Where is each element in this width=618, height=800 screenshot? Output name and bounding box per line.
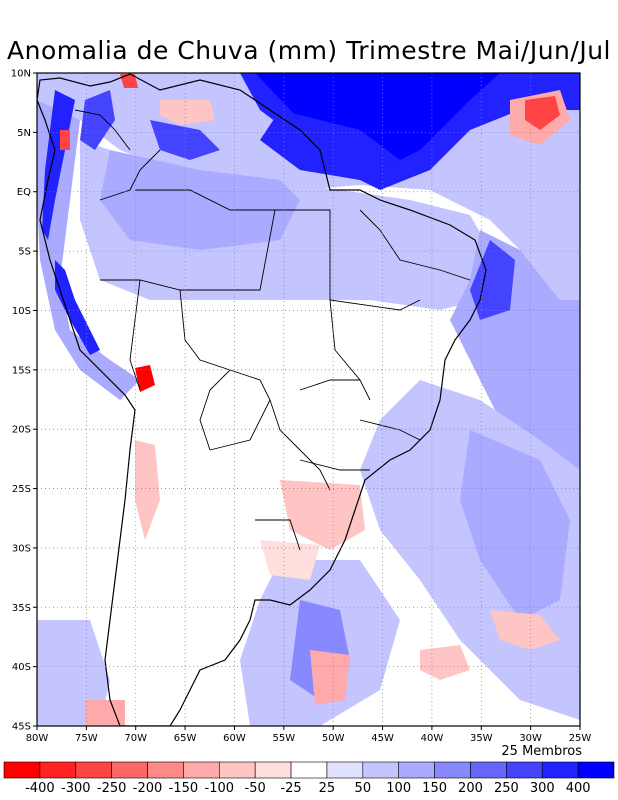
colorbar-label: -400 xyxy=(25,781,55,796)
anomaly-field-tierra-fuego-neg xyxy=(85,700,125,726)
lat-tick-label: EQ xyxy=(17,187,31,198)
colorbar-swatch xyxy=(434,761,471,779)
lon-tick-label: 80W xyxy=(26,733,49,744)
colorbar-swatch xyxy=(147,761,184,779)
colorbar-swatch xyxy=(541,761,579,779)
colorbar-swatch xyxy=(470,761,507,779)
anomaly-field-argentina-neg xyxy=(310,650,350,705)
lat-tick-label: 35S xyxy=(12,603,31,614)
lat-tick-label: 40S xyxy=(12,662,31,673)
graticule xyxy=(37,73,580,726)
colorbar: -400 -300 -250 -200 -150 -100 -50 -25 25 50 100 150… xyxy=(3,761,615,796)
lon-tick-label: 40W xyxy=(421,733,444,744)
anomaly-field-south-brazil-neg xyxy=(280,480,365,550)
colorbar-label: 50 xyxy=(355,781,372,796)
colorbar-label: 25 xyxy=(319,781,336,796)
lat-tick-label: 45S xyxy=(12,722,31,733)
colorbar-swatch xyxy=(577,761,615,779)
coastline xyxy=(37,73,487,726)
lat-tick-label: 10N xyxy=(11,69,31,80)
lon-tick-label: 65W xyxy=(174,733,197,744)
lat-tick-label: 5N xyxy=(17,128,31,139)
anomaly-field-northwest-strong xyxy=(150,120,220,160)
members-note: 25 Membros xyxy=(501,744,582,759)
lon-tick-label: 45W xyxy=(371,733,394,744)
colorbar-label: 100 xyxy=(386,781,411,796)
colorbar-swatch xyxy=(183,761,220,779)
colorbar-label: 300 xyxy=(530,781,555,796)
map-title: Anomalia de Chuva (mm) Trimestre Mai/Jun… xyxy=(7,36,611,65)
lon-tick-label: 75W xyxy=(75,733,98,744)
colorbar-label: -50 xyxy=(245,781,266,796)
lat-tick-label: 25S xyxy=(12,484,31,495)
anomaly-field-south-atlantic-inner xyxy=(460,430,570,620)
map-frame xyxy=(36,72,581,727)
colorbar-swatch xyxy=(254,761,292,779)
colorbar-label: 400 xyxy=(566,781,591,796)
colorbar-label: 200 xyxy=(458,781,483,796)
colorbar-swatch xyxy=(39,761,77,779)
colorbar-label: -100 xyxy=(205,781,235,796)
colorbar-label: -25 xyxy=(280,781,301,796)
colorbar-swatch xyxy=(362,761,400,779)
country-borders xyxy=(74,109,471,551)
lon-tick-label: 55W xyxy=(273,733,296,744)
anomaly-field-east-coast-inner xyxy=(470,240,515,320)
anomaly-field-uruguay-neg xyxy=(260,540,320,580)
colorbar-swatch xyxy=(290,761,328,779)
colorbar-swatch xyxy=(3,761,41,779)
lat-tick-label: 5S xyxy=(18,247,31,258)
colorbar-swatch xyxy=(398,761,435,779)
lon-tick-label: 60W xyxy=(223,733,246,744)
colorbar-swatch xyxy=(111,761,148,779)
lat-tick-label: 15S xyxy=(12,365,31,376)
lat-tick-label: 30S xyxy=(12,543,31,554)
anomaly-field-south-atlantic-neg xyxy=(490,610,560,650)
lon-tick-label: 50W xyxy=(322,733,345,744)
anomaly-field-peru-neg xyxy=(135,365,155,392)
colorbar-swatch xyxy=(326,761,364,779)
lon-tick-label: 35W xyxy=(470,733,493,744)
colorbar-label: -150 xyxy=(169,781,199,796)
anomaly-field-andes-strong xyxy=(55,260,100,355)
lon-tick-label: 25W xyxy=(569,733,592,744)
colorbar-label: -300 xyxy=(61,781,91,796)
anomaly-field-atlantic-deep xyxy=(255,73,500,170)
lat-tick-label: 20S xyxy=(12,425,31,436)
lon-tick-label: 30W xyxy=(519,733,542,744)
anomaly-field-colombia-strong xyxy=(80,90,115,150)
latitude-axis: 10N 5N EQ 5S 10S 15S 20S 25S 30S 35S 40S 45S xyxy=(11,69,37,733)
anomaly-field-southwest xyxy=(37,620,110,726)
lat-tick-label: 10S xyxy=(12,306,31,317)
anomaly-field-guyana-strong xyxy=(260,110,400,180)
anomaly-field-venezuela-neg xyxy=(160,100,215,125)
anomaly-field-colombia-neg xyxy=(60,130,70,150)
anomaly-fields xyxy=(37,73,580,726)
colorbar-label: 250 xyxy=(494,781,519,796)
anomaly-field-pacific-coast-strong xyxy=(42,90,75,240)
colorbar-swatch xyxy=(506,761,543,779)
colorbar-swatch xyxy=(75,761,112,779)
anomaly-field-caribbean-neg xyxy=(120,74,138,88)
colorbar-label: -250 xyxy=(97,781,127,796)
anomaly-field-ne-atlantic-neg-core xyxy=(525,96,560,130)
anomaly-field-patagonia-neg xyxy=(420,645,470,680)
colorbar-label: -200 xyxy=(133,781,163,796)
anomaly-field-pacific-west xyxy=(37,100,140,400)
colorbar-swatch xyxy=(218,761,256,779)
anomaly-field-chile-neg xyxy=(135,440,160,540)
colorbar-label: 150 xyxy=(422,781,447,796)
anomaly-field-amazon-inner xyxy=(100,150,300,250)
longitude-axis: 80W 75W 70W 65W 60W 55W 50W 45W 40W 35W 30W 25W xyxy=(26,726,592,744)
lon-tick-label: 70W xyxy=(124,733,147,744)
